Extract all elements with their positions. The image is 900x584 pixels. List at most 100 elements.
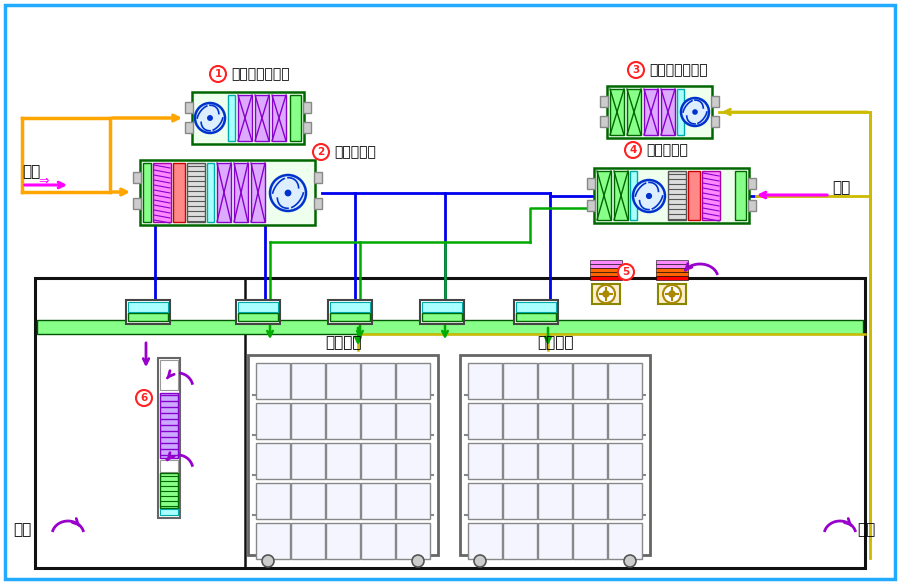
- Circle shape: [618, 264, 634, 280]
- Bar: [503, 483, 537, 519]
- Bar: [608, 483, 642, 519]
- Circle shape: [285, 190, 291, 196]
- Bar: [160, 473, 178, 508]
- Circle shape: [210, 66, 226, 82]
- Bar: [468, 443, 502, 479]
- Bar: [328, 300, 372, 324]
- Circle shape: [693, 110, 698, 114]
- Bar: [326, 523, 360, 559]
- Bar: [468, 363, 502, 399]
- Bar: [326, 403, 360, 439]
- Bar: [326, 483, 360, 519]
- Bar: [711, 116, 719, 127]
- Bar: [160, 509, 178, 515]
- Bar: [422, 313, 462, 321]
- Bar: [748, 200, 756, 211]
- Circle shape: [270, 175, 306, 211]
- Bar: [688, 171, 700, 220]
- Bar: [326, 443, 360, 479]
- Bar: [538, 403, 572, 439]
- Bar: [173, 163, 185, 222]
- Bar: [594, 168, 749, 223]
- Bar: [140, 160, 315, 225]
- Bar: [608, 363, 642, 399]
- Bar: [272, 95, 286, 141]
- Bar: [627, 89, 641, 135]
- Bar: [256, 363, 290, 399]
- Text: 系统排风处理箱: 系统排风处理箱: [231, 67, 290, 81]
- Bar: [514, 300, 558, 324]
- Circle shape: [633, 180, 665, 212]
- Bar: [503, 363, 537, 399]
- Text: 新风: 新风: [22, 165, 40, 179]
- Bar: [228, 95, 235, 141]
- Bar: [573, 443, 607, 479]
- Bar: [303, 102, 311, 113]
- Bar: [590, 268, 622, 272]
- Bar: [217, 163, 231, 222]
- Bar: [538, 443, 572, 479]
- Bar: [644, 89, 658, 135]
- Text: 系统空调箱: 系统空调箱: [334, 145, 376, 159]
- Bar: [658, 284, 686, 304]
- Bar: [503, 523, 537, 559]
- Text: ⇒: ⇒: [38, 175, 49, 187]
- Bar: [160, 360, 178, 390]
- Bar: [314, 172, 322, 183]
- Bar: [256, 443, 290, 479]
- Bar: [160, 460, 178, 472]
- Bar: [538, 363, 572, 399]
- Bar: [590, 264, 622, 268]
- Circle shape: [624, 555, 636, 567]
- Bar: [396, 403, 430, 439]
- Text: 回风: 回风: [13, 523, 32, 537]
- Bar: [630, 171, 637, 220]
- Circle shape: [313, 144, 329, 160]
- Bar: [600, 116, 608, 127]
- Bar: [702, 171, 720, 220]
- Bar: [573, 403, 607, 439]
- Circle shape: [681, 98, 709, 126]
- Bar: [590, 272, 622, 276]
- Bar: [590, 276, 622, 280]
- Bar: [185, 102, 193, 113]
- Bar: [573, 523, 607, 559]
- Bar: [516, 302, 556, 312]
- Bar: [192, 92, 304, 144]
- Bar: [656, 276, 688, 280]
- Bar: [361, 443, 395, 479]
- Circle shape: [625, 142, 641, 158]
- Circle shape: [195, 103, 225, 133]
- Bar: [128, 302, 168, 312]
- Text: 1: 1: [214, 69, 221, 79]
- Bar: [614, 171, 628, 220]
- Bar: [158, 358, 180, 518]
- Bar: [236, 300, 280, 324]
- Bar: [607, 86, 712, 138]
- Bar: [128, 313, 168, 321]
- Circle shape: [136, 390, 152, 406]
- Bar: [248, 355, 438, 555]
- Text: 6: 6: [140, 393, 148, 403]
- Circle shape: [474, 555, 486, 567]
- Circle shape: [628, 62, 644, 78]
- Bar: [251, 163, 265, 222]
- Bar: [503, 403, 537, 439]
- Bar: [238, 302, 278, 312]
- Bar: [590, 260, 622, 264]
- Bar: [396, 523, 430, 559]
- Text: 4: 4: [629, 145, 636, 155]
- Bar: [735, 171, 746, 220]
- Circle shape: [663, 285, 681, 303]
- Bar: [361, 523, 395, 559]
- Bar: [396, 483, 430, 519]
- Bar: [291, 363, 325, 399]
- Bar: [600, 96, 608, 107]
- Bar: [187, 163, 205, 222]
- Circle shape: [412, 555, 424, 567]
- Circle shape: [597, 285, 615, 303]
- Bar: [291, 483, 325, 519]
- Circle shape: [603, 291, 609, 297]
- Bar: [238, 313, 278, 321]
- Bar: [656, 272, 688, 276]
